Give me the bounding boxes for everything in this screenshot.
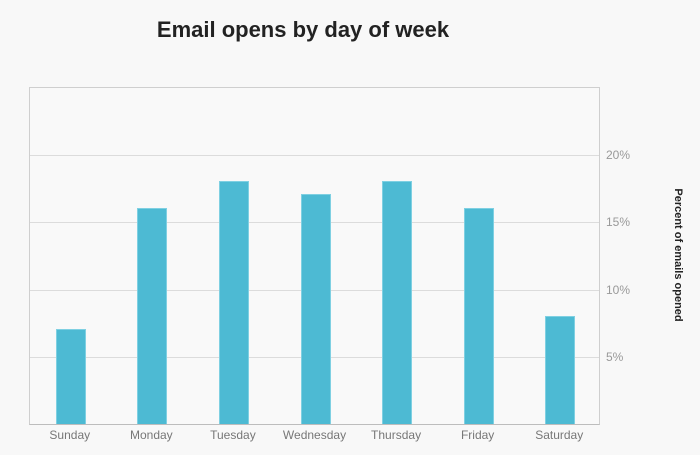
x-tick-label: Wednesday bbox=[282, 428, 347, 442]
bar-thursday[interactable] bbox=[382, 180, 413, 424]
y-tick-label: 15% bbox=[606, 215, 631, 230]
plot-area bbox=[29, 87, 600, 425]
y-tick-label: 10% bbox=[606, 282, 631, 297]
gridline bbox=[30, 154, 599, 156]
y-tick-label: 5% bbox=[606, 350, 624, 365]
x-tick-label: Thursday bbox=[371, 428, 422, 442]
x-tick-label: Friday bbox=[460, 428, 495, 442]
x-tick-label: Sunday bbox=[49, 428, 91, 442]
x-tick-label: Tuesday bbox=[210, 428, 256, 442]
bar-friday[interactable] bbox=[463, 207, 494, 424]
bar-monday[interactable] bbox=[137, 207, 168, 424]
y-tick-label: 20% bbox=[606, 147, 631, 162]
bar-saturday[interactable] bbox=[545, 315, 576, 424]
bar-tuesday[interactable] bbox=[218, 180, 249, 424]
chart-title: Email opens by day of week bbox=[156, 17, 450, 42]
x-tick-label: Monday bbox=[129, 428, 173, 442]
bar-wednesday[interactable] bbox=[300, 194, 331, 424]
bar-sunday[interactable] bbox=[55, 329, 86, 424]
y-axis-label: Percent of emails opened bbox=[672, 188, 684, 322]
x-tick-label: Saturday bbox=[535, 428, 584, 442]
